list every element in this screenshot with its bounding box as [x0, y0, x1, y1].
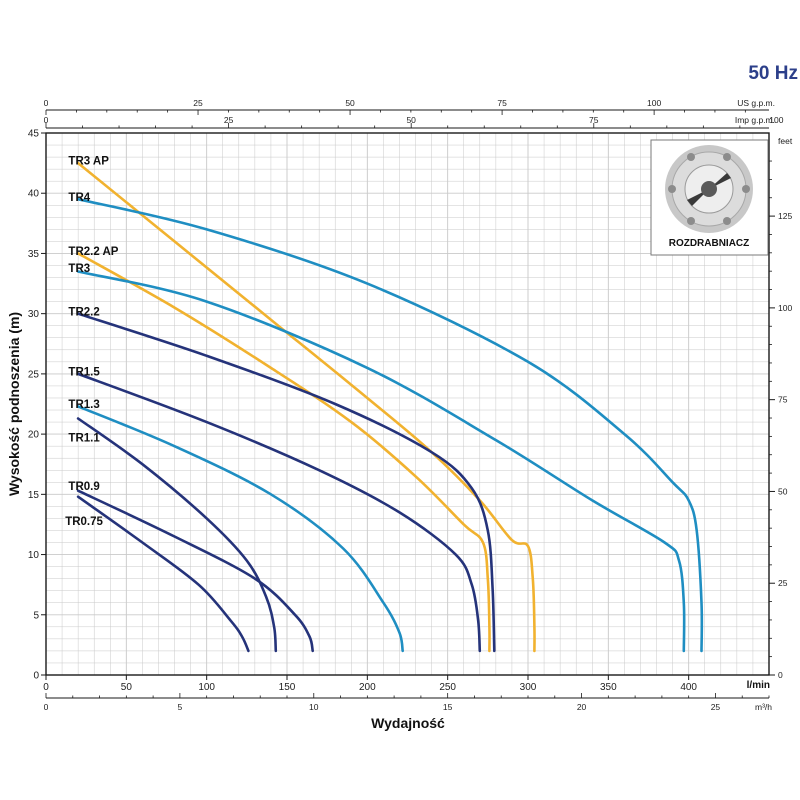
series-label-tr3: TR3	[68, 263, 90, 275]
curve-tr1-3	[76, 405, 404, 653]
series-label-tr1-3: TR1.3	[68, 399, 99, 411]
series-label-tr0-9: TR0.9	[68, 481, 99, 493]
m3h-tick-label: 0	[44, 702, 49, 712]
series-label-tr1-5: TR1.5	[68, 366, 100, 378]
feet-tick-label: 25	[778, 578, 788, 588]
curve-tr1-1	[76, 417, 278, 653]
us-tick-label: 25	[193, 98, 203, 108]
y-tick-label: 15	[28, 490, 40, 501]
imp-tick-label: 50	[406, 115, 416, 125]
series-label-tr4: TR4	[68, 192, 90, 204]
feet-unit-label: feet	[778, 136, 793, 146]
x-axis-title: Wydajność	[371, 715, 445, 731]
m3h-tick-label: 20	[577, 702, 587, 712]
feet-tick-label: 100	[778, 303, 792, 313]
feet-tick-label: 125	[778, 211, 792, 221]
y-tick-label: 40	[28, 189, 40, 200]
y-tick-label: 30	[28, 309, 40, 320]
y-tick-label: 0	[33, 671, 39, 682]
series-label-tr2-2: TR2.2	[68, 306, 99, 318]
x-tick-label: 150	[279, 682, 296, 693]
m3h-tick-label: 5	[178, 702, 183, 712]
series-label-tr1-1: TR1.1	[68, 433, 100, 445]
x-tick-label: 250	[439, 682, 456, 693]
curve-tr1-5	[76, 372, 482, 653]
us-tick-label: 75	[497, 98, 507, 108]
x-tick-label: 300	[520, 682, 537, 693]
grinder-impeller-icon	[665, 145, 753, 233]
curve-tr2-2-ap	[76, 252, 491, 653]
us-unit-label: US g.p.m.	[737, 98, 775, 108]
us-tick-label: 100	[647, 98, 661, 108]
series-label-tr0-75: TR0.75	[65, 516, 103, 528]
imp-tick-label: 100	[769, 115, 783, 125]
series-labels: TR3 AP TR4 TR2.2 AP TR3 TR2.2 TR1.5 TR1.3 TR1.1…	[65, 156, 119, 528]
curve-tr3	[76, 270, 686, 653]
x-tick-label: 0	[43, 682, 49, 693]
curve-tr4	[76, 197, 704, 653]
frequency-label: 50 Hz	[748, 63, 798, 84]
feet-tick-label: 50	[778, 486, 788, 496]
pump-curves	[76, 161, 704, 653]
y-tick-label: 45	[28, 129, 40, 140]
imp-unit-label: Imp g.p.m.	[735, 115, 775, 125]
y-tick-label: 10	[28, 550, 40, 561]
x-tick-label: 350	[600, 682, 617, 693]
y-axis-title: Wysokość podnoszenia (m)	[6, 312, 22, 496]
us-tick-label: 50	[345, 98, 355, 108]
y-tick-label: 20	[28, 430, 40, 441]
curve-tr3-ap	[76, 161, 536, 653]
inset-panel: ROZDRABNIACZ	[650, 139, 769, 256]
series-label-tr3-ap: TR3 AP	[68, 156, 109, 168]
inset-label: ROZDRABNIACZ	[669, 238, 750, 249]
imp-tick-label: 75	[589, 115, 599, 125]
us-tick-label: 0	[44, 98, 49, 108]
x-tick-label: 50	[121, 682, 133, 693]
m3h-tick-label: 25	[711, 702, 721, 712]
imp-tick-label: 25	[224, 115, 234, 125]
x-tick-label: 100	[198, 682, 215, 693]
x-tick-label: 200	[359, 682, 376, 693]
feet-tick-label: 75	[778, 395, 788, 405]
m3h-tick-label: 15	[443, 702, 453, 712]
m3h-tick-label: 10	[309, 702, 319, 712]
curve-tr0-75	[76, 495, 250, 653]
series-label-tr2-2-ap: TR2.2 AP	[68, 246, 118, 258]
y-tick-label: 25	[28, 369, 40, 380]
imp-tick-label: 0	[44, 115, 49, 125]
y-tick-label: 5	[33, 610, 39, 621]
y-tick-label: 35	[28, 249, 40, 260]
curve-tr0-9	[76, 489, 314, 653]
lmin-unit-label: l/min	[747, 680, 770, 691]
plot-frame	[45, 132, 770, 676]
x-tick-label: 400	[680, 682, 697, 693]
curve-tr2-2	[76, 312, 496, 653]
feet-tick-label: 0	[778, 670, 783, 680]
m3h-unit-label: m³/h	[755, 702, 772, 712]
